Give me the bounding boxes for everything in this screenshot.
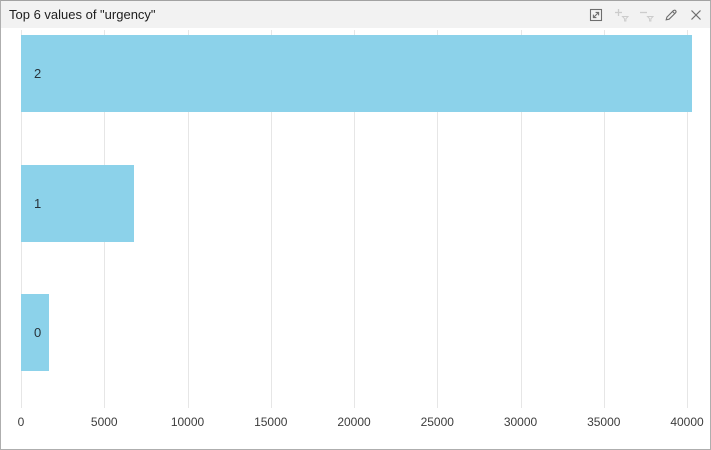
chart-area: 0 5000 10000 15000 20000 25000 30000 35000 40000… xyxy=(1,28,710,449)
panel-title: Top 6 values of "urgency" xyxy=(9,7,156,22)
x-axis-tick-label: 25000 xyxy=(420,415,454,429)
x-axis-tick-label: 0 xyxy=(17,415,25,429)
gridline xyxy=(187,30,189,408)
bar-0[interactable]: 0 xyxy=(21,294,50,371)
panel-header: Top 6 values of "urgency" xyxy=(1,1,710,28)
maximize-icon[interactable] xyxy=(588,7,604,23)
bar-category-label: 0 xyxy=(34,325,42,340)
edit-icon[interactable] xyxy=(663,7,679,23)
x-axis-tick-label: 20000 xyxy=(337,415,371,429)
gridline xyxy=(270,30,272,408)
add-filter-icon[interactable] xyxy=(613,7,629,23)
bar-1[interactable]: 1 xyxy=(21,164,135,242)
x-axis-tick-label: 15000 xyxy=(254,415,288,429)
gridline xyxy=(603,30,605,408)
gridline xyxy=(687,30,688,408)
bar-2[interactable]: 2 xyxy=(21,35,692,112)
x-axis-tick-label: 30000 xyxy=(503,415,538,429)
x-axis-tick-label: 10000 xyxy=(170,415,205,429)
bar-category-label: 2 xyxy=(34,66,42,81)
x-axis-tick-label: 40000 xyxy=(670,415,704,429)
gridline xyxy=(437,30,439,408)
gridline xyxy=(354,30,355,408)
panel-toolbar xyxy=(588,7,704,23)
x-axis-tick-label: 35000 xyxy=(587,415,621,429)
remove-filter-icon[interactable] xyxy=(638,7,654,23)
gridline xyxy=(520,30,522,408)
x-axis-tick-label: 5000 xyxy=(90,415,118,429)
bar-category-label: 1 xyxy=(34,195,42,211)
close-icon[interactable] xyxy=(688,7,704,23)
